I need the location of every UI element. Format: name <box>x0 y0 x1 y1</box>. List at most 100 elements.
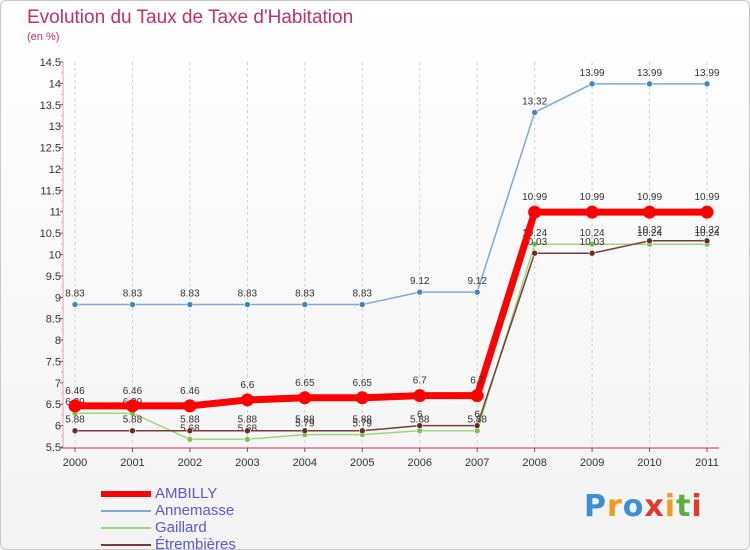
y-tick-label: 14.5 <box>40 57 61 69</box>
y-tick-label: 9 <box>55 292 61 304</box>
proxiti-logo: Proxiti <box>584 489 703 524</box>
data-label: 6.7 <box>413 376 427 387</box>
x-tick-label: 2007 <box>465 457 489 469</box>
data-point <box>646 237 653 245</box>
data-point <box>473 288 481 296</box>
y-tick-label: 12.5 <box>40 143 61 155</box>
legend-swatch <box>101 509 151 512</box>
x-tick-label: 2000 <box>63 457 87 469</box>
data-label: 10.32 <box>694 225 719 236</box>
y-tick-label: 8.5 <box>46 314 61 326</box>
series-layer: 8.83 8.83 8.83 8.83 8.83 8.83 9.12 9.12 13.32 13.… <box>65 68 720 443</box>
data-point <box>528 205 542 219</box>
data-label: 5.88 <box>123 415 143 426</box>
logo-letter: r <box>607 489 623 524</box>
chart-unit: (en %) <box>27 31 60 43</box>
data-point <box>244 427 251 435</box>
data-point <box>71 427 79 435</box>
y-tick-label: 7.5 <box>46 356 61 368</box>
legend-item: Étrembières <box>101 536 236 550</box>
x-tick-label: 2003 <box>235 457 259 469</box>
data-label: 10.24 <box>694 228 719 239</box>
x-tick-label: 2004 <box>293 457 317 469</box>
data-point <box>588 249 596 257</box>
y-tick-label: 9.5 <box>46 271 61 283</box>
legend-item: AMBILLY <box>101 485 236 502</box>
data-point <box>298 391 312 405</box>
x-tick-label: 2011 <box>695 457 719 469</box>
data-point <box>244 435 251 443</box>
data-label: 8.83 <box>123 289 143 300</box>
data-label: 8.83 <box>295 289 315 300</box>
data-point <box>643 205 657 219</box>
data-label: 6.6 <box>240 380 254 391</box>
data-point <box>301 427 309 435</box>
y-tick-label: 11 <box>50 207 61 219</box>
data-point <box>531 240 538 248</box>
data-label: 8.83 <box>180 289 200 300</box>
data-point <box>125 399 139 413</box>
chart-title: Evolution du Taux de Taxe d'Habitation <box>27 7 354 28</box>
data-point <box>355 391 369 405</box>
data-label: 6 <box>474 410 480 421</box>
data-label: 13.99 <box>580 68 605 79</box>
legend-swatch <box>101 543 151 546</box>
x-tick-label: 2001 <box>120 457 144 469</box>
legend-item: Gaillard <box>101 519 236 536</box>
data-label: 13.99 <box>637 68 662 79</box>
data-point <box>473 422 481 429</box>
data-label: 9.12 <box>410 276 430 287</box>
data-label: 6.46 <box>180 386 200 397</box>
data-point <box>358 427 366 435</box>
logo-letter: t <box>676 489 692 524</box>
y-tick-label: 11.5 <box>40 185 61 197</box>
data-point <box>186 427 194 435</box>
data-point <box>703 80 711 88</box>
series-line <box>75 240 707 432</box>
legend-swatch <box>101 490 151 497</box>
data-label: 5.88 <box>353 415 373 426</box>
y-tick-label: 10.5 <box>40 228 61 240</box>
y-tick-label: 8 <box>55 335 61 347</box>
y-tick-label: 10 <box>49 250 61 262</box>
y-tick-label: 14 <box>49 78 61 90</box>
logo-letter: P <box>584 489 607 524</box>
data-label: 10.99 <box>580 192 605 203</box>
data-label: 9.12 <box>467 276 487 287</box>
data-point <box>531 109 538 116</box>
data-label: 5.88 <box>238 415 258 426</box>
x-tick-label: 2009 <box>580 457 604 469</box>
data-label: 13.32 <box>522 96 547 107</box>
data-point <box>301 301 309 308</box>
y-tick-label: 13 <box>49 121 61 133</box>
data-label: 10.24 <box>637 228 662 239</box>
data-label: 5.88 <box>410 415 430 426</box>
data-label: 5.79 <box>295 419 315 430</box>
data-point <box>71 301 79 308</box>
logo-letter: x <box>644 489 665 524</box>
y-tick-label: 13.5 <box>40 100 61 112</box>
x-tick-label: 2008 <box>522 457 546 469</box>
x-tick-label: 2006 <box>407 457 431 469</box>
legend: AMBILLY Annemasse Gaillard Étrembières <box>101 485 236 550</box>
data-label: 8.83 <box>65 289 85 300</box>
data-label: 8.83 <box>353 289 373 300</box>
data-label: 8.83 <box>238 289 258 300</box>
data-label: 10.03 <box>522 237 547 248</box>
data-label: 5.88 <box>467 415 487 426</box>
data-label: 10.03 <box>580 237 605 248</box>
legend-label: Annemasse <box>155 502 235 519</box>
data-label: 10.24 <box>580 228 605 239</box>
data-point <box>588 240 596 248</box>
x-tick-label: 2002 <box>178 457 202 469</box>
data-point <box>129 427 136 435</box>
data-point <box>186 301 194 308</box>
data-point <box>183 399 197 413</box>
legend-label: Étrembières <box>155 536 236 550</box>
data-label: 6.7 <box>470 376 484 387</box>
y-tick-label: 5.5 <box>46 442 61 454</box>
data-label: 6.46 <box>123 386 143 397</box>
data-label: 5.88 <box>65 415 85 426</box>
